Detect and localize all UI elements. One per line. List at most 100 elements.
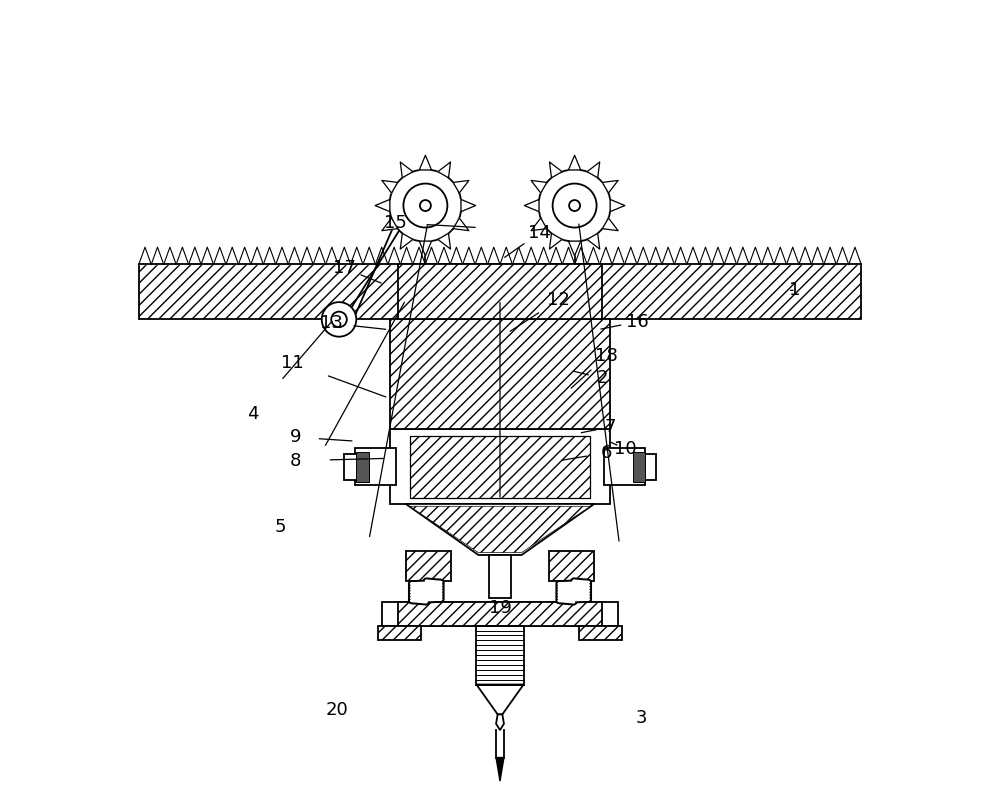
Polygon shape xyxy=(525,247,537,265)
Polygon shape xyxy=(164,247,176,265)
Polygon shape xyxy=(600,247,612,265)
Polygon shape xyxy=(500,247,512,265)
Polygon shape xyxy=(476,685,524,715)
Polygon shape xyxy=(637,247,649,265)
Polygon shape xyxy=(438,247,450,265)
Bar xyxy=(378,626,421,640)
Bar xyxy=(390,429,610,504)
Polygon shape xyxy=(351,247,363,265)
Polygon shape xyxy=(139,247,151,265)
Polygon shape xyxy=(712,247,724,265)
Circle shape xyxy=(420,200,431,211)
Polygon shape xyxy=(313,247,326,265)
Bar xyxy=(410,436,590,498)
Polygon shape xyxy=(674,247,687,265)
Bar xyxy=(489,555,511,598)
Polygon shape xyxy=(602,218,618,231)
Polygon shape xyxy=(338,247,351,265)
Bar xyxy=(398,265,602,319)
Text: 2: 2 xyxy=(596,370,608,387)
Polygon shape xyxy=(737,247,749,265)
Polygon shape xyxy=(587,162,600,178)
Bar xyxy=(344,454,358,480)
Polygon shape xyxy=(625,247,637,265)
Circle shape xyxy=(389,169,462,242)
Polygon shape xyxy=(587,247,600,265)
Circle shape xyxy=(322,302,356,336)
Polygon shape xyxy=(288,247,301,265)
Text: 4: 4 xyxy=(247,404,258,422)
Polygon shape xyxy=(587,233,600,249)
Polygon shape xyxy=(419,241,432,256)
Bar xyxy=(579,626,622,640)
Polygon shape xyxy=(849,247,861,265)
Polygon shape xyxy=(562,247,575,265)
Bar xyxy=(633,452,645,481)
Polygon shape xyxy=(662,247,674,265)
Text: 9: 9 xyxy=(290,428,302,446)
Bar xyxy=(476,626,524,685)
Polygon shape xyxy=(568,241,581,256)
Polygon shape xyxy=(496,757,504,781)
Polygon shape xyxy=(811,247,824,265)
Polygon shape xyxy=(749,247,762,265)
Polygon shape xyxy=(550,247,562,265)
Polygon shape xyxy=(226,247,238,265)
Polygon shape xyxy=(251,247,263,265)
Polygon shape xyxy=(400,233,413,249)
Polygon shape xyxy=(461,199,476,212)
Polygon shape xyxy=(263,247,276,265)
Polygon shape xyxy=(524,199,539,212)
Polygon shape xyxy=(549,162,562,178)
Polygon shape xyxy=(406,504,594,555)
Polygon shape xyxy=(438,162,451,178)
Polygon shape xyxy=(400,247,413,265)
Polygon shape xyxy=(531,218,547,231)
Polygon shape xyxy=(488,247,500,265)
Polygon shape xyxy=(762,247,774,265)
Polygon shape xyxy=(824,247,836,265)
Polygon shape xyxy=(410,506,590,552)
Bar xyxy=(642,454,656,480)
Bar xyxy=(139,265,861,319)
Polygon shape xyxy=(301,247,313,265)
Polygon shape xyxy=(363,247,375,265)
Polygon shape xyxy=(786,247,799,265)
Polygon shape xyxy=(201,247,214,265)
Polygon shape xyxy=(382,180,398,193)
Polygon shape xyxy=(453,180,469,193)
Circle shape xyxy=(403,184,447,228)
Text: 7: 7 xyxy=(604,418,616,436)
Text: 20: 20 xyxy=(326,701,349,719)
Polygon shape xyxy=(602,180,618,193)
Polygon shape xyxy=(612,247,625,265)
Text: 3: 3 xyxy=(636,708,647,727)
Polygon shape xyxy=(238,247,251,265)
Polygon shape xyxy=(687,247,699,265)
Text: 6: 6 xyxy=(600,444,612,462)
Text: 12: 12 xyxy=(547,291,570,309)
Polygon shape xyxy=(496,715,504,730)
Text: 10: 10 xyxy=(614,440,637,458)
Text: 17: 17 xyxy=(333,259,356,277)
Polygon shape xyxy=(450,247,463,265)
Polygon shape xyxy=(419,155,432,170)
Bar xyxy=(390,319,610,429)
Polygon shape xyxy=(836,247,849,265)
Circle shape xyxy=(538,169,611,242)
Polygon shape xyxy=(189,247,201,265)
Polygon shape xyxy=(463,247,475,265)
Polygon shape xyxy=(413,247,425,265)
Polygon shape xyxy=(799,247,811,265)
Polygon shape xyxy=(575,247,587,265)
Polygon shape xyxy=(649,247,662,265)
Polygon shape xyxy=(375,199,390,212)
Text: 14: 14 xyxy=(528,224,551,242)
Circle shape xyxy=(569,200,580,211)
Polygon shape xyxy=(176,247,189,265)
Polygon shape xyxy=(400,162,413,178)
Text: 8: 8 xyxy=(290,452,302,470)
Text: 18: 18 xyxy=(595,348,617,366)
Text: 1: 1 xyxy=(789,281,800,299)
Polygon shape xyxy=(568,155,581,170)
